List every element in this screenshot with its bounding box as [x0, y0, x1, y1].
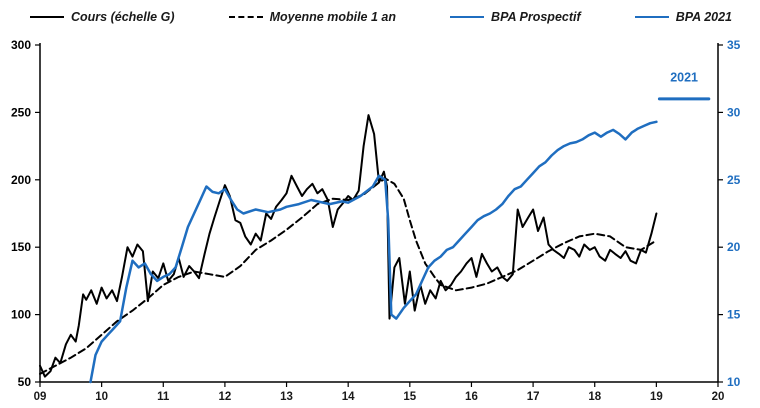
legend-label: Moyenne mobile 1 an: [269, 10, 396, 24]
left-axis-tick-label: 300: [11, 38, 31, 52]
legend-label: Cours (échelle G): [71, 10, 175, 24]
series-line-cours: [39, 114, 658, 378]
x-axis-tick-label: 18: [588, 391, 601, 403]
legend-swatch-dashed-black: [228, 16, 263, 18]
legend-item-bpa-prospectif: BPA Prospectif: [450, 10, 581, 24]
legend-swatch-solid-black: [30, 16, 64, 18]
legend-item-cours: Cours (échelle G): [30, 10, 175, 24]
left-axis-tick-label: 150: [11, 240, 31, 254]
legend-label: BPA 2021: [675, 10, 732, 24]
legend-swatch-solid-blue: [450, 16, 485, 18]
left-axis-tick-label: 200: [11, 173, 31, 187]
legend-label: BPA Prospectif: [491, 10, 581, 24]
left-axis-tick-label: 100: [11, 308, 31, 322]
x-axis-tick-label: 11: [157, 391, 170, 403]
x-axis-tick-label: 15: [403, 391, 416, 403]
left-axis-tick-label: 250: [11, 105, 31, 119]
right-axis-tick-label: 20: [727, 240, 741, 254]
right-axis-tick-label: 25: [727, 173, 741, 187]
x-axis-tick-label: 20: [712, 391, 725, 403]
legend-swatch-solid-blue-2021: [634, 16, 669, 18]
series-line-moyenne-mobile: [39, 177, 658, 375]
left-axis-tick-label: 50: [18, 375, 32, 389]
right-axis-tick-label: 30: [727, 105, 741, 119]
x-axis-tick-label: 09: [34, 391, 47, 403]
chart-legend: Cours (échelle G) Moyenne mobile 1 an BP…: [30, 6, 732, 28]
x-axis-tick-label: 13: [280, 391, 293, 403]
right-axis-tick-label: 35: [727, 38, 741, 52]
x-axis-tick-label: 16: [465, 391, 478, 403]
right-axis-tick-label: 10: [727, 375, 741, 389]
right-axis-tick-label: 15: [727, 308, 741, 322]
x-axis-tick-label: 10: [95, 391, 108, 403]
annotation-2021: 2021: [670, 70, 698, 84]
x-axis-tick-label: 19: [650, 391, 663, 403]
x-axis-tick-label: 14: [342, 391, 355, 403]
x-axis-tick-label: 17: [527, 391, 540, 403]
series-line-bpa-prospectif: [89, 120, 658, 384]
x-axis-tick-label: 12: [219, 391, 232, 403]
legend-item-moyenne-mobile: Moyenne mobile 1 an: [228, 10, 396, 24]
legend-item-bpa-2021: BPA 2021: [634, 10, 732, 24]
